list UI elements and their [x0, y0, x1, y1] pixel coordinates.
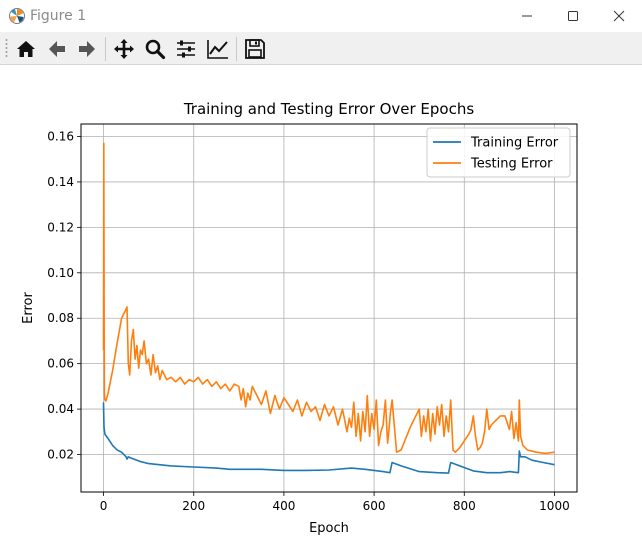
close-icon	[613, 10, 625, 22]
data-series	[102, 142, 555, 474]
subplots-button[interactable]	[172, 35, 200, 63]
y-tick-label: 0.06	[47, 357, 74, 371]
y-tick-label: 0.02	[47, 448, 74, 462]
edit-axis-button[interactable]	[204, 35, 232, 63]
x-tick-label: 400	[272, 499, 295, 513]
toolbar-separator	[236, 37, 237, 61]
grid-lines	[81, 124, 577, 492]
y-tick-label: 0.14	[47, 175, 74, 189]
line-chart[interactable]: Training and Testing Error Over Epochs 0…	[0, 66, 642, 546]
y-tick-label: 0.04	[47, 402, 74, 416]
home-button[interactable]	[12, 35, 40, 63]
sliders-icon	[177, 40, 195, 58]
home-icon	[17, 41, 35, 57]
zoom-button[interactable]	[141, 35, 169, 63]
figure-canvas[interactable]: Training and Testing Error Over Epochs 0…	[0, 66, 642, 546]
back-button[interactable]	[43, 35, 71, 63]
close-button[interactable]	[596, 0, 642, 32]
save-button[interactable]	[241, 35, 269, 63]
training-error-line	[102, 402, 555, 474]
maximize-button[interactable]	[550, 0, 596, 32]
y-tick-label: 0.10	[47, 266, 74, 280]
y-tick-label: 0.08	[47, 311, 74, 325]
legend-box	[426, 127, 571, 178]
toolbar-separator	[105, 37, 106, 61]
magnifier-icon	[145, 39, 166, 60]
title-bar[interactable]: Figure 1	[0, 0, 642, 32]
minimize-button[interactable]	[504, 0, 550, 32]
navigation-toolbar	[0, 32, 642, 65]
floppy-disk-icon	[245, 39, 265, 59]
axes-frame	[80, 123, 578, 493]
minimize-icon	[522, 15, 532, 17]
pan-button[interactable]	[110, 35, 138, 63]
x-axis-label: Epoch	[309, 521, 349, 536]
y-tick-label: 0.12	[47, 220, 74, 234]
toolbar-grip-icon[interactable]	[5, 38, 8, 60]
y-tick-label: 0.16	[47, 129, 74, 143]
window-title: Figure 1	[30, 8, 87, 24]
arrow-right-icon	[79, 41, 95, 57]
x-tick-label: 1000	[539, 499, 570, 513]
chart-line-icon	[207, 40, 228, 59]
y-axis-label: Error	[21, 292, 36, 324]
move-icon	[114, 39, 134, 59]
arrow-left-icon	[49, 41, 65, 57]
x-tick-label: 600	[363, 499, 386, 513]
forward-button[interactable]	[73, 35, 101, 63]
legend-entry-label: Training Error	[470, 136, 559, 151]
chart-title: Training and Testing Error Over Epochs	[183, 100, 475, 118]
maximize-icon	[568, 11, 578, 21]
chart-legend[interactable]: Training Error Testing Error	[426, 127, 571, 178]
testing-error-line	[102, 142, 555, 455]
x-tick-label: 0	[100, 499, 108, 513]
axis-ticks: 0 200 400 600 800 1000 0.02 0.04 0.06 0.08 0.10 0.1…	[47, 129, 569, 513]
matplotlib-logo-icon	[8, 7, 26, 25]
legend-entry-label: Testing Error	[470, 157, 553, 172]
x-tick-label: 800	[453, 499, 476, 513]
x-tick-label: 200	[182, 499, 205, 513]
